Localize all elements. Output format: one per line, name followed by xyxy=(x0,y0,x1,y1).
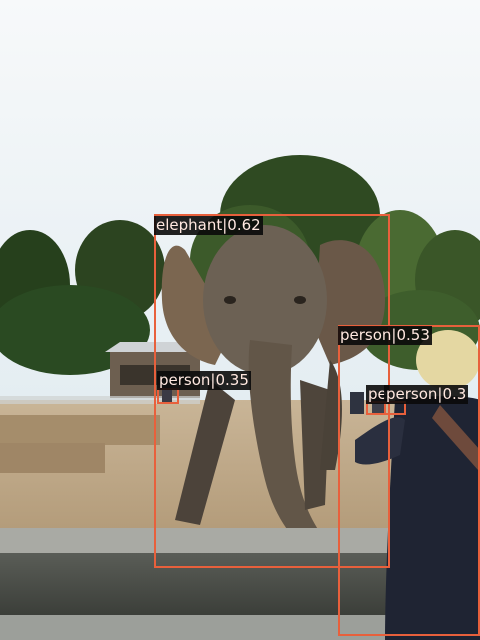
person-small-detection-label: person|0.35 xyxy=(157,371,251,390)
label-text: person|0.53 xyxy=(340,326,430,344)
label-text: person|0.35 xyxy=(159,371,249,389)
wall-top xyxy=(0,528,410,553)
elephant-detection-label: elephant|0.62 xyxy=(154,216,263,235)
label-text: pe xyxy=(368,385,387,403)
ledge-lower xyxy=(0,443,105,473)
person-bg2-detection-label: person|0.3 xyxy=(384,385,469,404)
foreground-person xyxy=(355,330,480,640)
person-detection-label: person|0.53 xyxy=(338,326,432,345)
label-text: person|0.3 xyxy=(386,385,467,403)
person-bg-detection-label: pe xyxy=(366,385,389,404)
wall xyxy=(0,553,410,618)
ledge xyxy=(0,415,160,445)
person-detection-box xyxy=(338,325,480,636)
person-small-detection-box xyxy=(157,388,179,404)
label-text: elephant|0.62 xyxy=(156,216,261,234)
